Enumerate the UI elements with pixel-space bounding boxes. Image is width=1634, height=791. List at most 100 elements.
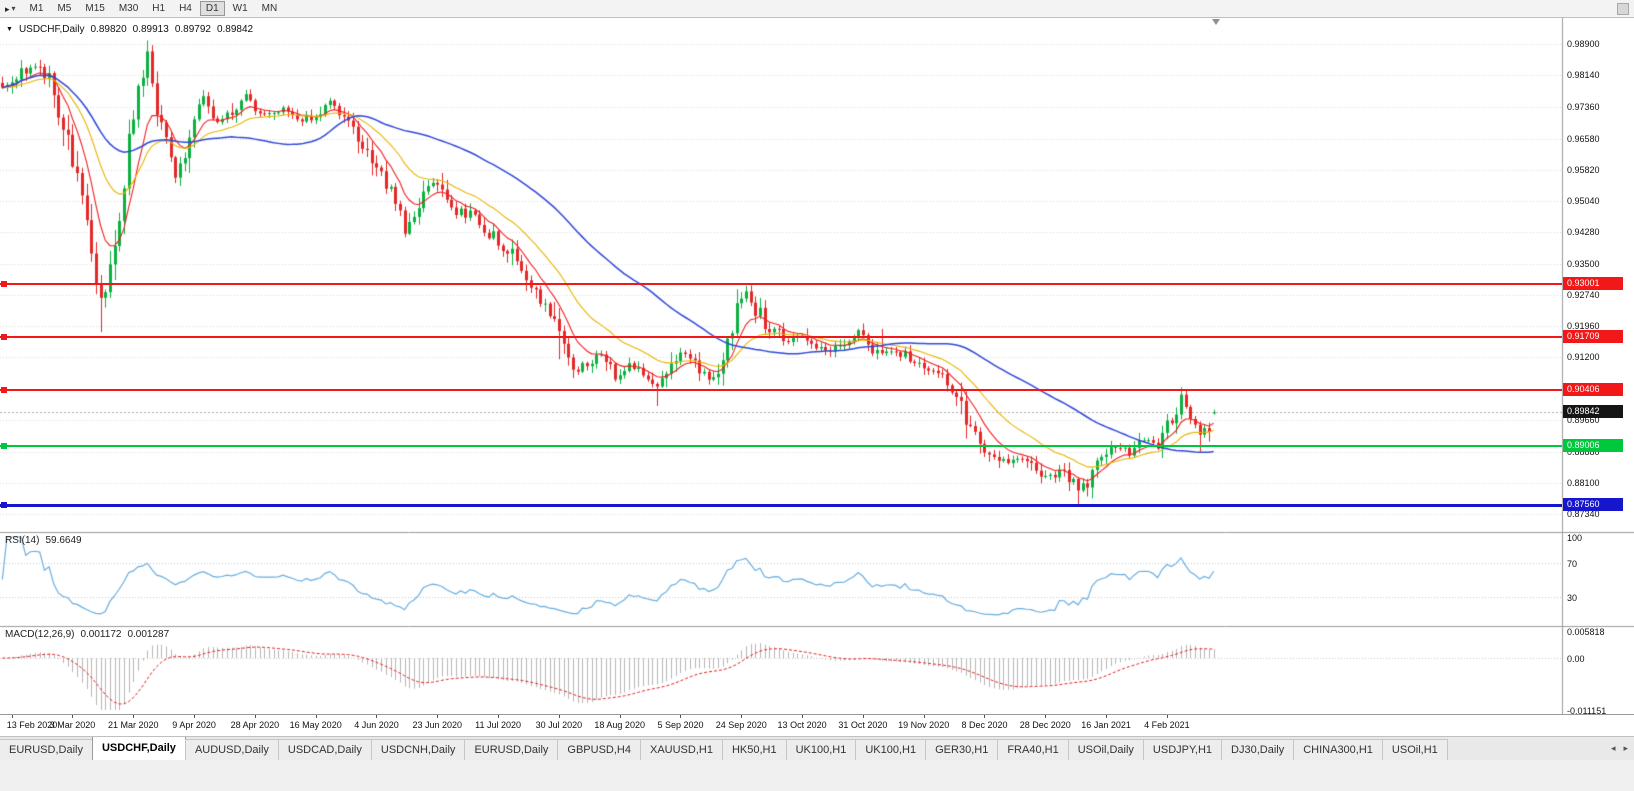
date-axis-tick [376, 715, 377, 718]
chart-tab-audusd-daily[interactable]: AUDUSD,Daily [184, 739, 279, 760]
macd-axis-label: 0.00 [1567, 654, 1585, 665]
chart-tab-gbpusd-h4[interactable]: GBPUSD,H4 [557, 739, 641, 760]
date-axis-tick [924, 715, 925, 718]
rsi-value: 59.6649 [45, 535, 82, 546]
rsi-axis-label: 70 [1567, 558, 1578, 569]
chart-tab-hk50-h1[interactable]: HK50,H1 [721, 739, 787, 760]
horizontal-level-line[interactable] [0, 281, 1562, 288]
cursor-tool-icon[interactable]: ▸ [5, 3, 10, 14]
date-axis-tick [437, 715, 438, 718]
chart-tab-xauusd-h1[interactable]: XAUUSD,H1 [639, 739, 723, 760]
rsi-indicator-label: RSI(14) 59.6649 [5, 535, 88, 546]
timeframe-button-w1[interactable]: W1 [227, 1, 254, 16]
date-axis-tick [863, 715, 864, 718]
date-axis-label: 24 Sep 2020 [715, 720, 767, 730]
chart-tab-usoil-daily[interactable]: USOil,Daily [1067, 739, 1144, 760]
horizontal-level-line[interactable] [0, 443, 1562, 450]
timeframe-button-d1[interactable]: D1 [199, 1, 225, 16]
tab-scroll-left-icon[interactable]: ◂ [1610, 743, 1616, 753]
line-anchor-handle[interactable] [1, 281, 7, 288]
price-axis-label: 0.95040 [1567, 196, 1600, 207]
price-axis-label: 0.91200 [1567, 352, 1600, 363]
chart-tab-usdcad-daily[interactable]: USDCAD,Daily [277, 739, 372, 760]
low-value: 0.89792 [174, 24, 211, 35]
timeframe-buttons: M1 M5 M15 M30 H1 H4 D1 W1 MN [23, 0, 285, 17]
date-axis-label: 31 Oct 2020 [838, 720, 888, 730]
rsi-axis-label: 100 [1567, 533, 1583, 543]
date-axis-tick [559, 715, 560, 718]
timeframe-button-m5[interactable]: M5 [51, 1, 77, 16]
chart-tab-eurusd-daily[interactable]: EURUSD,Daily [464, 739, 559, 760]
price-axis-label: 0.89660 [1567, 414, 1600, 425]
high-value: 0.89913 [132, 24, 169, 35]
price-axis-label: 0.95820 [1567, 164, 1600, 175]
date-axis-label: 5 Sep 2020 [657, 720, 704, 730]
date-axis-label: 4 Jun 2020 [354, 720, 399, 730]
timeframe-button-mn[interactable]: MN [256, 1, 284, 16]
horizontal-level-line[interactable] [0, 502, 1562, 509]
price-chart-canvas[interactable] [0, 18, 1634, 714]
date-axis-tick [802, 715, 803, 718]
timeframe-button-h4[interactable]: H4 [173, 1, 198, 16]
price-level-badge: 0.89006 [1563, 439, 1623, 453]
macd-name: MACD(12,26,9) [5, 629, 75, 640]
symbol-dropdown-icon[interactable]: ▼ [6, 26, 13, 33]
price-axis-label: 0.94280 [1567, 227, 1600, 238]
time-axis[interactable]: 13 Feb 2020 3 Mar 2020 21 Mar 2020 9 Apr 20… [0, 714, 1634, 736]
chart-symbol-label: USDCHF,Daily [18, 24, 85, 35]
date-axis-tick [255, 715, 256, 718]
price-axis-label: 0.96580 [1567, 133, 1600, 144]
line-anchor-handle[interactable] [1, 333, 7, 340]
open-value: 0.89820 [90, 24, 127, 35]
chart-tab-ger30-h1[interactable]: GER30,H1 [925, 739, 999, 760]
date-axis-label: 4 Feb 2021 [1144, 720, 1190, 730]
price-axis-label: 0.97360 [1567, 101, 1600, 112]
macd-main-value: 0.001172 [80, 629, 122, 640]
chart-ohlc-header: ▼ USDCHF,Daily 0.89820 0.89913 0.89792 0.8984… [6, 24, 259, 35]
date-axis-label: 21 Mar 2020 [108, 720, 159, 730]
macd-axis-label: -0.011151 [1567, 706, 1607, 716]
tab-scroll-right-icon[interactable]: ▸ [1623, 743, 1628, 753]
chart-tab-uk100-h1[interactable]: UK100,H1 [785, 739, 857, 760]
chart-tab-china300-h1[interactable]: CHINA300,H1 [1293, 739, 1383, 760]
chart-shift-marker[interactable] [1212, 19, 1220, 25]
toolbar-dropdown-caret-icon[interactable]: ▾ [11, 4, 16, 13]
price-level-badge: 0.90406 [1563, 382, 1623, 396]
timeframe-button-m1[interactable]: M1 [24, 1, 50, 16]
chart-tab-usdjpy-h1[interactable]: USDJPY,H1 [1142, 739, 1223, 760]
line-anchor-handle[interactable] [1, 502, 7, 509]
line-anchor-handle[interactable] [1, 386, 7, 393]
tab-scroll-controls: ◂ ▸ [1604, 737, 1634, 760]
close-value: 0.89842 [216, 24, 254, 35]
horizontal-level-line[interactable] [0, 386, 1562, 393]
rsi-name: RSI(14) [5, 535, 40, 546]
date-axis-tick [741, 715, 742, 718]
date-axis-tick [1045, 715, 1046, 718]
timeframe-button-m15[interactable]: M15 [79, 1, 110, 16]
date-axis-tick [1106, 715, 1107, 718]
chart-tab-usdcnh-daily[interactable]: USDCNH,Daily [370, 739, 466, 760]
toolbar-overflow-icon[interactable] [1617, 2, 1629, 15]
chart-tab-usoil-h1[interactable]: USOil,H1 [1381, 739, 1448, 760]
chart-tab-dj30-daily[interactable]: DJ30,Daily [1221, 739, 1295, 760]
line-anchor-handle[interactable] [1, 443, 7, 450]
chart-tab-fra40-h1[interactable]: FRA40,H1 [997, 739, 1069, 760]
date-axis-label: 19 Nov 2020 [898, 720, 950, 730]
date-axis-tick [680, 715, 681, 718]
chart-tab-eurusd-daily[interactable]: EURUSD,Daily [0, 739, 93, 760]
timeframe-button-m30[interactable]: M30 [113, 1, 144, 16]
price-axis-label: 0.91960 [1567, 321, 1600, 332]
chart-tab-uk100-h1[interactable]: UK100,H1 [855, 739, 927, 760]
chart-tab-usdchf-daily[interactable]: USDCHF,Daily [91, 737, 186, 760]
date-axis-label: 28 Dec 2020 [1019, 720, 1071, 730]
date-axis-label: 30 Jul 2020 [535, 720, 583, 730]
date-axis-label: 8 Dec 2020 [961, 720, 1008, 730]
date-axis-label: 23 Jun 2020 [412, 720, 463, 730]
date-axis-label: 16 Jan 2021 [1081, 720, 1131, 730]
horizontal-level-line[interactable] [0, 333, 1562, 340]
timeframe-toolbar: ▸ ▾ M1 M5 M15 M30 H1 H4 D1 W1 MN [0, 0, 1634, 18]
date-axis-label: 28 Apr 2020 [230, 720, 280, 730]
timeframe-button-h1[interactable]: H1 [146, 1, 171, 16]
